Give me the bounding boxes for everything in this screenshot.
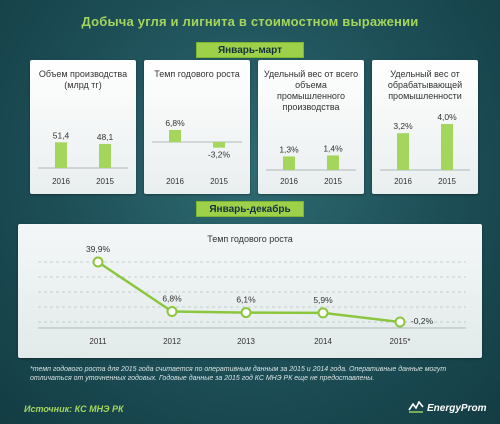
data-label: 5,9% bbox=[313, 295, 333, 305]
bar-value-label: 3,2% bbox=[393, 121, 413, 131]
panel-share-manufacturing-title: Удельный вес от обрабатывающей промышлен… bbox=[387, 69, 463, 101]
x-tick-label: 2015* bbox=[390, 337, 411, 346]
line-chart-title: Темп годового роста bbox=[207, 234, 293, 244]
panel-growth-title: Темп годового роста bbox=[154, 69, 240, 79]
bar-category-label: 2015 bbox=[210, 177, 228, 186]
bar-value-label: -3,2% bbox=[208, 150, 231, 160]
x-tick-label: 2014 bbox=[314, 337, 332, 346]
panel-share-manufacturing: Удельный вес от обрабатывающей промышлен… bbox=[372, 60, 478, 194]
bar-category-label: 2016 bbox=[166, 177, 184, 186]
bar-value-label: 6,8% bbox=[165, 118, 185, 128]
data-label: 6,8% bbox=[162, 294, 182, 304]
bar-category-label: 2016 bbox=[280, 177, 298, 186]
source-label: Источник: КС МНЭ РК bbox=[24, 404, 124, 414]
panel-volume-title: Объем производства (млрд тг) bbox=[38, 69, 128, 90]
panel-growth-chart: 6,8% 2016 -3,2% 2015 bbox=[152, 118, 242, 186]
bar-value-label: 1,3% bbox=[279, 144, 299, 154]
period-label-q1: Январь-март bbox=[196, 42, 304, 58]
bar-value-label: 48,1 bbox=[97, 132, 114, 142]
bar-category-label: 2016 bbox=[52, 177, 70, 186]
bar-category-label: 2015 bbox=[438, 177, 456, 186]
bar-2016 bbox=[169, 130, 181, 142]
bar-2016 bbox=[283, 156, 295, 170]
data-point-2014 bbox=[317, 307, 329, 319]
panel-share-manufacturing-chart: 3,2% 2016 4,0% 2015 bbox=[380, 112, 470, 186]
brand-logo: EnergyProm bbox=[408, 400, 487, 416]
x-tick-label: 2012 bbox=[163, 337, 181, 346]
bar-2015 bbox=[441, 124, 453, 170]
data-label: 6,1% bbox=[236, 295, 256, 305]
data-point-2013 bbox=[240, 307, 252, 319]
footnote: *темп годового роста для 2015 года счита… bbox=[30, 366, 447, 382]
bar-value-label: 1,4% bbox=[323, 143, 343, 153]
bar-value-label: 51,4 bbox=[53, 130, 70, 140]
panel-volume-chart: 51,4 2016 48,1 2015 bbox=[38, 130, 128, 186]
x-tick-label: 2013 bbox=[237, 337, 255, 346]
bar-2016 bbox=[397, 133, 409, 170]
bar-2015 bbox=[99, 143, 111, 168]
data-point-2011 bbox=[92, 256, 104, 268]
bar-2016 bbox=[55, 142, 67, 168]
data-point-2015* bbox=[394, 316, 406, 328]
panel-share-industry: Удельный вес от всего объема промышленно… bbox=[258, 60, 364, 194]
data-label: 39,9% bbox=[86, 244, 111, 254]
x-tick-label: 2011 bbox=[89, 337, 107, 346]
period-label-year: Январь-декабрь bbox=[196, 201, 304, 217]
panel-annual-growth: Темп годового роста 39,9% 2011 6,8% 2012 6,1… bbox=[18, 224, 482, 358]
bar-2015 bbox=[327, 155, 339, 170]
energyprom-logo-icon bbox=[408, 400, 424, 416]
panel-volume: Объем производства (млрд тг) 51,4 2016 48,… bbox=[30, 60, 136, 194]
bar-2015 bbox=[213, 142, 225, 148]
brand-logo-text: EnergyProm bbox=[427, 403, 487, 414]
bar-category-label: 2015 bbox=[324, 177, 342, 186]
data-label: -0,2% bbox=[411, 316, 434, 326]
bar-category-label: 2016 bbox=[394, 177, 412, 186]
bar-value-label: 4,0% bbox=[437, 112, 457, 122]
panel-growth: Темп годового роста 6,8% 2016 -3,2% 2015 bbox=[144, 60, 250, 194]
bar-category-label: 2015 bbox=[96, 177, 114, 186]
panel-share-industry-chart: 1,3% 2016 1,4% 2015 bbox=[266, 143, 356, 186]
line-chart: 39,9% 2011 6,8% 2012 6,1% 2013 5,9% 2014 -0,2% 20… bbox=[38, 244, 466, 346]
page-title: Добыча угля и лигнита в стоимостном выра… bbox=[81, 14, 419, 29]
panel-share-industry-title: Удельный вес от всего объема промышленно… bbox=[263, 69, 359, 112]
data-point-2012 bbox=[166, 306, 178, 318]
